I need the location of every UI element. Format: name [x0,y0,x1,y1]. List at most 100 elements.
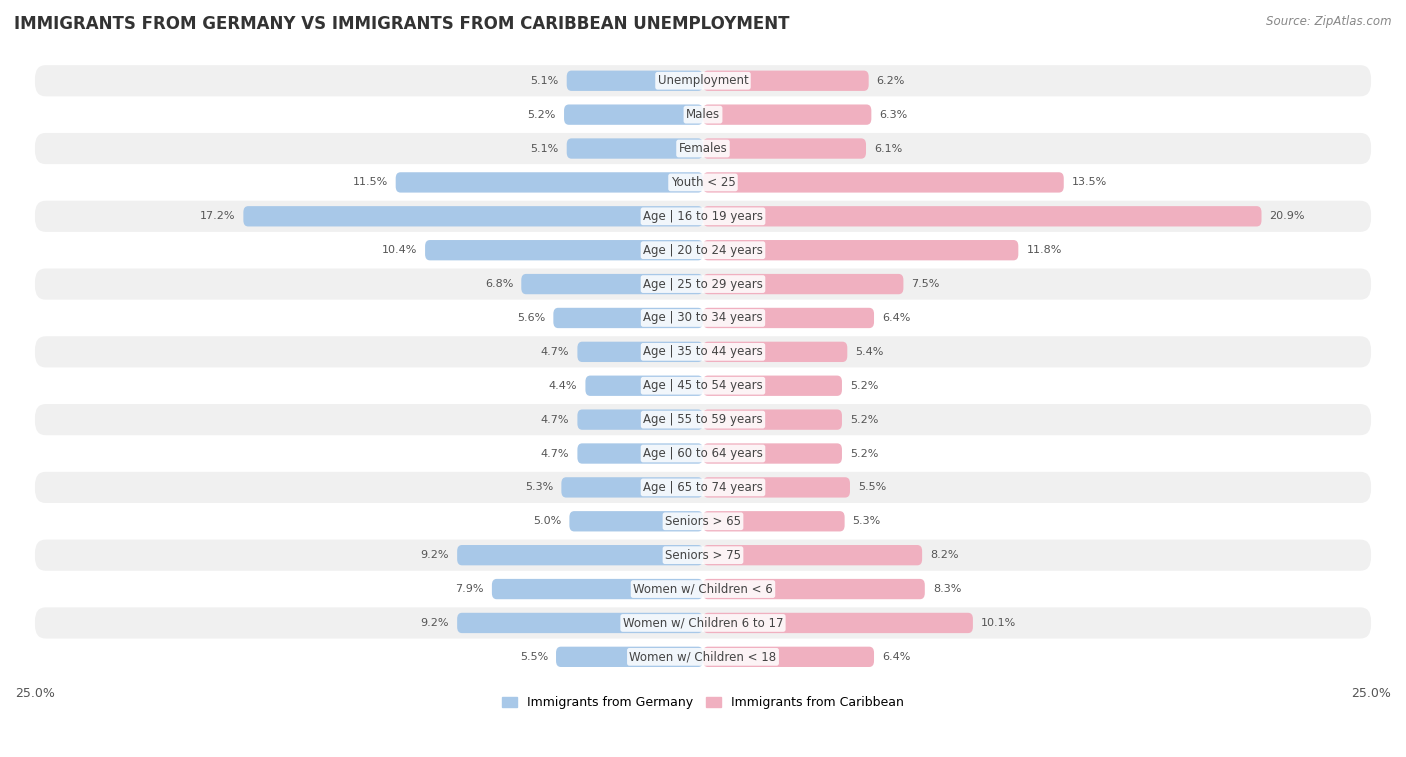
FancyBboxPatch shape [35,336,1371,367]
FancyBboxPatch shape [555,646,703,667]
Text: Females: Females [679,142,727,155]
Text: 4.7%: 4.7% [541,347,569,357]
FancyBboxPatch shape [35,65,1371,96]
Text: 5.2%: 5.2% [527,110,555,120]
Text: 5.3%: 5.3% [524,482,554,492]
Text: Seniors > 65: Seniors > 65 [665,515,741,528]
FancyBboxPatch shape [578,410,703,430]
Text: 10.1%: 10.1% [981,618,1017,628]
FancyBboxPatch shape [35,438,1371,469]
Text: 6.2%: 6.2% [877,76,905,86]
Text: 5.1%: 5.1% [530,76,558,86]
Text: 5.2%: 5.2% [851,415,879,425]
FancyBboxPatch shape [567,70,703,91]
Legend: Immigrants from Germany, Immigrants from Caribbean: Immigrants from Germany, Immigrants from… [498,691,908,714]
FancyBboxPatch shape [703,70,869,91]
FancyBboxPatch shape [35,607,1371,639]
FancyBboxPatch shape [564,104,703,125]
Text: Seniors > 75: Seniors > 75 [665,549,741,562]
Text: Youth < 25: Youth < 25 [671,176,735,189]
Text: 5.4%: 5.4% [855,347,884,357]
Text: Age | 45 to 54 years: Age | 45 to 54 years [643,379,763,392]
Text: Women w/ Children < 6: Women w/ Children < 6 [633,583,773,596]
FancyBboxPatch shape [35,540,1371,571]
FancyBboxPatch shape [703,545,922,565]
FancyBboxPatch shape [395,173,703,192]
Text: Age | 55 to 59 years: Age | 55 to 59 years [643,413,763,426]
Text: Age | 65 to 74 years: Age | 65 to 74 years [643,481,763,494]
Text: 4.7%: 4.7% [541,415,569,425]
FancyBboxPatch shape [703,511,845,531]
Text: 8.2%: 8.2% [931,550,959,560]
FancyBboxPatch shape [425,240,703,260]
FancyBboxPatch shape [569,511,703,531]
Text: Source: ZipAtlas.com: Source: ZipAtlas.com [1267,15,1392,28]
Text: 13.5%: 13.5% [1071,177,1107,188]
FancyBboxPatch shape [703,444,842,464]
FancyBboxPatch shape [703,477,851,497]
FancyBboxPatch shape [35,370,1371,401]
Text: 7.9%: 7.9% [456,584,484,594]
FancyBboxPatch shape [561,477,703,497]
Text: 7.5%: 7.5% [911,279,939,289]
FancyBboxPatch shape [457,612,703,633]
Text: 5.5%: 5.5% [520,652,548,662]
FancyBboxPatch shape [457,545,703,565]
FancyBboxPatch shape [578,444,703,464]
FancyBboxPatch shape [35,641,1371,672]
FancyBboxPatch shape [35,235,1371,266]
FancyBboxPatch shape [492,579,703,600]
FancyBboxPatch shape [35,302,1371,334]
Text: 5.3%: 5.3% [852,516,882,526]
FancyBboxPatch shape [522,274,703,294]
Text: 5.0%: 5.0% [533,516,561,526]
FancyBboxPatch shape [703,274,904,294]
FancyBboxPatch shape [35,506,1371,537]
Text: 9.2%: 9.2% [420,550,449,560]
FancyBboxPatch shape [703,240,1018,260]
Text: 17.2%: 17.2% [200,211,235,221]
FancyBboxPatch shape [554,308,703,328]
FancyBboxPatch shape [703,139,866,159]
FancyBboxPatch shape [703,410,842,430]
Text: 6.1%: 6.1% [875,144,903,154]
Text: Women w/ Children < 18: Women w/ Children < 18 [630,650,776,663]
FancyBboxPatch shape [35,574,1371,605]
Text: 6.8%: 6.8% [485,279,513,289]
Text: Age | 25 to 29 years: Age | 25 to 29 years [643,278,763,291]
Text: 5.1%: 5.1% [530,144,558,154]
FancyBboxPatch shape [585,375,703,396]
FancyBboxPatch shape [35,472,1371,503]
Text: Age | 30 to 34 years: Age | 30 to 34 years [643,311,763,325]
FancyBboxPatch shape [703,612,973,633]
Text: 11.5%: 11.5% [353,177,388,188]
Text: IMMIGRANTS FROM GERMANY VS IMMIGRANTS FROM CARIBBEAN UNEMPLOYMENT: IMMIGRANTS FROM GERMANY VS IMMIGRANTS FR… [14,15,790,33]
FancyBboxPatch shape [703,308,875,328]
Text: 6.4%: 6.4% [882,313,911,323]
FancyBboxPatch shape [578,341,703,362]
Text: Age | 16 to 19 years: Age | 16 to 19 years [643,210,763,223]
Text: 5.2%: 5.2% [851,448,879,459]
FancyBboxPatch shape [703,104,872,125]
FancyBboxPatch shape [35,269,1371,300]
Text: 4.7%: 4.7% [541,448,569,459]
FancyBboxPatch shape [703,646,875,667]
FancyBboxPatch shape [35,133,1371,164]
FancyBboxPatch shape [243,206,703,226]
Text: Age | 60 to 64 years: Age | 60 to 64 years [643,447,763,460]
FancyBboxPatch shape [35,404,1371,435]
Text: 5.2%: 5.2% [851,381,879,391]
FancyBboxPatch shape [703,173,1064,192]
Text: 11.8%: 11.8% [1026,245,1062,255]
Text: 6.3%: 6.3% [879,110,908,120]
FancyBboxPatch shape [567,139,703,159]
Text: Unemployment: Unemployment [658,74,748,87]
Text: 9.2%: 9.2% [420,618,449,628]
Text: Age | 35 to 44 years: Age | 35 to 44 years [643,345,763,358]
Text: Males: Males [686,108,720,121]
FancyBboxPatch shape [703,375,842,396]
FancyBboxPatch shape [35,201,1371,232]
FancyBboxPatch shape [703,341,848,362]
Text: 20.9%: 20.9% [1270,211,1305,221]
Text: 6.4%: 6.4% [882,652,911,662]
